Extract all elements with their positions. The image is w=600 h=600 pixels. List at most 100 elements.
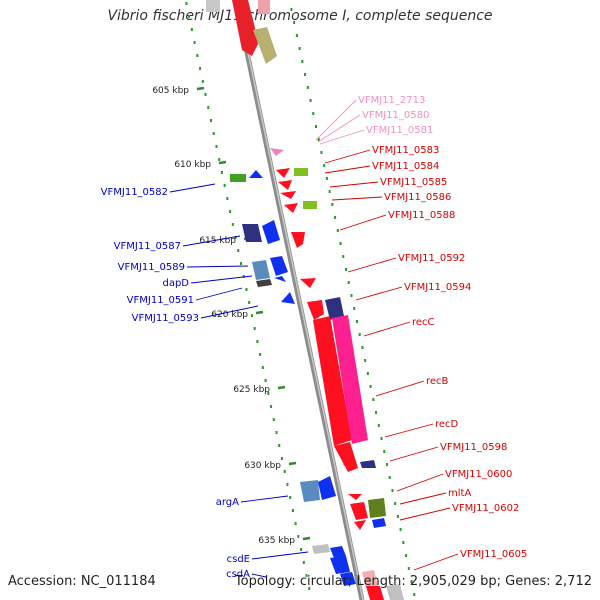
gene-label-right: VFMJ11_0594 [404, 282, 471, 293]
gene-arrow [274, 276, 286, 282]
track-dot [407, 567, 410, 570]
gene-label-right: VFMJ11_0580 [362, 110, 429, 121]
track-dot [196, 54, 199, 57]
gene-arrow [232, 0, 258, 56]
gene-arrow [262, 220, 280, 244]
gene-arrow [284, 203, 298, 213]
gene-label-left: argA [216, 497, 239, 508]
kbp-tick-label: 630 kbp [244, 461, 281, 471]
gene-label-right: VFMJ11_0585 [380, 177, 447, 188]
label-leader-line [399, 492, 447, 505]
track-dot [283, 470, 286, 473]
kbp-tick-label: 610 kbp [174, 160, 211, 170]
track-dot [209, 119, 212, 122]
track-dot [293, 21, 296, 24]
label-leader-line [251, 551, 309, 560]
kbp-ticks: 605 kbp 610 kbp 615 kbp 620 kbp 625 kbp 630 k… [152, 86, 311, 546]
track-dot [272, 418, 275, 421]
track-dot [248, 301, 251, 304]
track-dot [237, 249, 240, 252]
track-dot [405, 554, 408, 557]
track-dot [212, 132, 215, 135]
gene-label-right: VFMJ11_2713 [358, 95, 425, 106]
track-dot [193, 41, 196, 44]
track-dot [290, 8, 293, 11]
gene-arrow [230, 174, 246, 182]
track-dot [291, 509, 294, 512]
gene-label-right: VFMJ11_0581 [366, 125, 433, 136]
track-dot [364, 359, 367, 362]
track-dot [286, 483, 289, 486]
track-dot [204, 93, 207, 96]
track-dot [361, 346, 364, 349]
track-dot [289, 496, 292, 499]
track-dot [229, 210, 232, 213]
label-leader-line [396, 473, 444, 492]
label-leader-line [240, 495, 289, 503]
label-leader-line [375, 380, 425, 397]
label-leader-line [251, 573, 267, 578]
track-dot [301, 60, 304, 63]
track-dot [240, 262, 243, 265]
gene-arrow [256, 279, 272, 287]
label-leader-line [169, 183, 216, 193]
track-dot [267, 392, 270, 395]
track-dot [190, 28, 193, 31]
label-leader-line [200, 305, 259, 319]
gene-features [206, 0, 404, 600]
gene-arrow [350, 502, 368, 520]
track-dot [297, 535, 300, 538]
kbp-tick-mark [288, 461, 297, 466]
track-dot [410, 580, 413, 583]
gene-arrow [281, 292, 295, 304]
gene-label-left: csdA [226, 569, 250, 580]
gene-arrow [360, 460, 376, 468]
track-dot [336, 229, 339, 232]
label-leader-line [389, 446, 439, 462]
track-dot [377, 424, 380, 427]
gene-label-right: VFMJ11_0602 [452, 503, 519, 514]
track-dot [312, 112, 315, 115]
gene-arrow [334, 442, 358, 472]
kbp-tick-label: 620 kbp [211, 310, 248, 320]
gene-label-right: recB [426, 376, 449, 387]
track-dot [270, 405, 273, 408]
label-leader-line [331, 196, 383, 201]
gene-label-right: VFMJ11_0586 [384, 192, 451, 203]
track-dot [314, 125, 317, 128]
track-dot [234, 236, 237, 239]
gene-arrow [291, 232, 305, 248]
accession-text: Accession: NC_011184 [8, 574, 156, 589]
label-leader-line [195, 287, 243, 301]
track-dot [402, 541, 405, 544]
gene-arrow [252, 260, 270, 280]
track-dot [294, 522, 297, 525]
track-dot [385, 463, 388, 466]
summary-text: Topology: circular; Length: 2,905,029 bp… [234, 574, 592, 589]
track-dot [215, 145, 218, 148]
gene-arrow [242, 224, 262, 242]
kbp-tick-mark [196, 86, 205, 91]
track-dot [325, 177, 328, 180]
track-dot [366, 372, 369, 375]
gene-arrow [354, 520, 366, 530]
kbp-tick-mark [302, 536, 311, 541]
track-dot [223, 184, 226, 187]
gene-arrow [270, 256, 288, 276]
track-dot [278, 444, 281, 447]
track-dot [306, 86, 309, 89]
track-dot [253, 327, 256, 330]
track-dot [304, 73, 307, 76]
track-dot [259, 353, 262, 356]
label-leader-line [315, 99, 357, 141]
track-dot [369, 385, 372, 388]
gene-arrow [325, 297, 344, 320]
gene-arrow [332, 315, 368, 444]
gene-label-right: VFMJ11_0584 [372, 161, 439, 172]
gene-label-right: VFMJ11_0583 [372, 145, 439, 156]
gene-label-right: VFMJ11_0598 [440, 442, 507, 453]
gene-label-right: recD [435, 419, 459, 430]
gene-label-right: VFMJ11_0592 [398, 253, 465, 264]
track-dot [300, 548, 303, 551]
gene-arrow [278, 180, 292, 190]
